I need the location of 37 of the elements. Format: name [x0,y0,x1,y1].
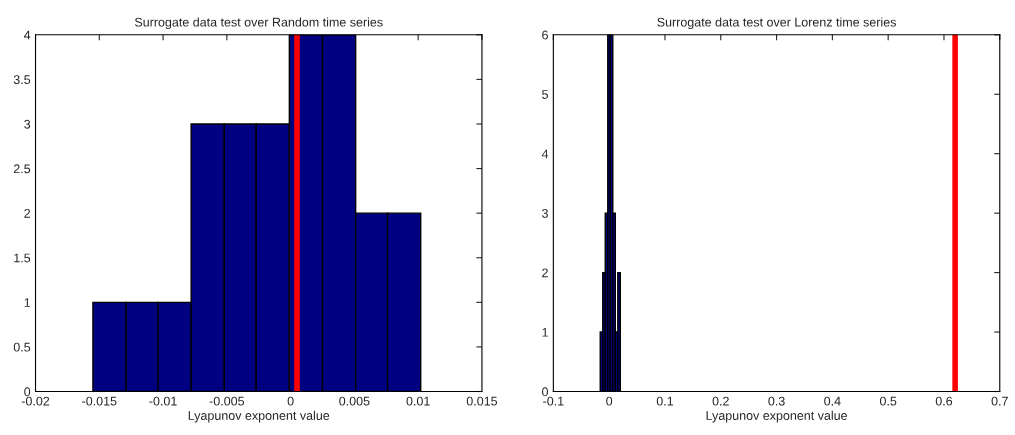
x-tick-label: 0.6 [935,396,953,406]
x-tick-label: 0.3 [768,396,785,406]
x-tick-label: 0.2 [712,396,729,406]
y-tick-label: 0 [542,387,549,397]
y-tick-label: 1 [542,327,548,337]
x-axis-title: Lyapunov exponent value [706,410,848,423]
x-tick-label: 0.5 [879,396,897,406]
y-tick-label: 6 [542,30,548,40]
x-tick-label: 0 [287,396,294,406]
x-tick-label: -0.01 [149,396,177,406]
x-tick-label: 0.4 [824,396,841,406]
x-axis-title: Lyapunov exponent value [188,410,330,423]
y-tick-label: 0 [24,387,31,397]
y-tick-label: 3 [542,208,548,218]
x-tick-label: -0.015 [82,396,117,406]
x-tick-label: 0 [606,396,613,406]
y-tick-label: 0.5 [13,342,31,352]
y-tick-label: 1 [24,298,31,307]
y-tick-label: 4 [541,149,549,159]
chart-title: Surrogate data test over Random time series [134,17,383,30]
x-tick-label: -0.1 [543,396,564,406]
chart-title: Surrogate data test over Lorenz time series [657,17,896,30]
y-tick-label: 1.5 [14,253,31,263]
y-tick-label: 2 [542,268,548,278]
x-tick-label: 0.015 [466,396,498,406]
x-tick-label: -0.005 [209,396,245,406]
x-tick-label: 0.7 [991,396,1008,406]
y-tick-label: 3.5 [13,75,31,85]
x-tick-label: 0.01 [406,396,430,406]
x-tick-label: 0.005 [339,396,370,406]
x-tick-label: -0.02 [21,396,50,406]
y-tick-label: 3 [24,119,31,129]
y-tick-label: 2.5 [13,164,31,174]
y-tick-label: 4 [24,30,31,40]
y-tick-label: 5 [542,90,548,99]
x-tick-label: 0.1 [656,396,674,406]
y-tick-label: 2 [24,208,31,218]
